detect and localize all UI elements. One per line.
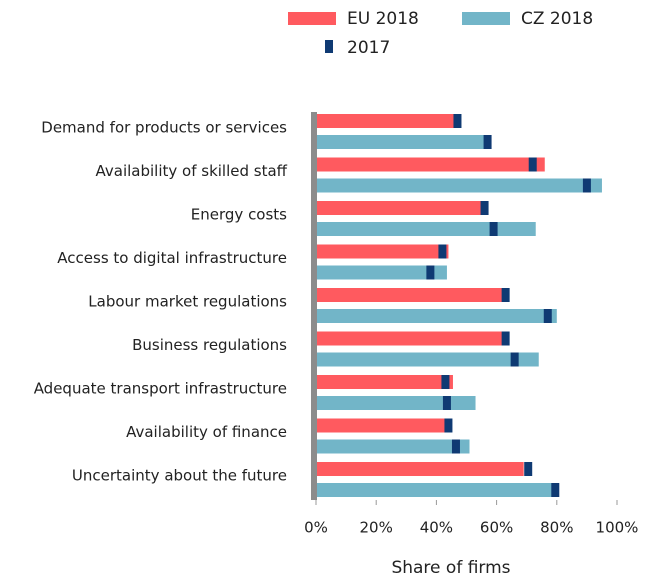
marker-2017 (524, 462, 533, 476)
bar (316, 462, 524, 476)
legend-label: 2017 (347, 38, 390, 58)
marker-2017 (480, 201, 489, 215)
bar (316, 483, 557, 497)
marker-2017 (528, 157, 537, 172)
bar (316, 178, 602, 193)
y-tick-label: Energy costs (191, 206, 287, 224)
bar (316, 309, 557, 323)
marker-2017 (442, 396, 451, 410)
bar (316, 157, 545, 172)
x-tick-label: 60% (480, 519, 513, 537)
legend-swatch (325, 40, 333, 53)
legend-label: EU 2018 (347, 9, 419, 29)
marker-2017 (441, 375, 450, 389)
bar (316, 439, 470, 454)
x-tick-label: 20% (360, 519, 393, 537)
marker-2017 (453, 114, 462, 128)
y-tick-label: Availability of skilled staff (96, 162, 288, 180)
x-tick-label: 0% (304, 519, 328, 537)
y-tick-label: Demand for products or services (41, 119, 287, 137)
bar (316, 288, 503, 302)
marker-2017 (501, 331, 510, 346)
marker-2017 (543, 309, 552, 323)
bar (316, 114, 455, 128)
y-tick-label: Access to digital infrastructure (57, 249, 287, 267)
y-tick-label: Uncertainty about the future (72, 467, 287, 485)
marker-2017 (489, 222, 498, 236)
y-axis (311, 112, 317, 500)
bar (316, 352, 539, 367)
legend-label: CZ 2018 (521, 9, 593, 29)
bar (316, 201, 488, 215)
x-axis-title: Share of firms (391, 558, 510, 578)
y-tick-label: Business regulations (132, 336, 287, 354)
marker-2017 (483, 135, 492, 149)
bar (316, 375, 453, 389)
bar (316, 331, 503, 346)
marker-2017 (510, 352, 519, 367)
marker-2017 (444, 418, 453, 433)
legend-swatch (288, 12, 336, 25)
bar (316, 418, 452, 433)
marker-2017 (551, 483, 560, 497)
bar (316, 396, 476, 410)
x-tick-label: 80% (540, 519, 573, 537)
bar (316, 222, 536, 236)
marker-2017 (438, 244, 447, 259)
marker-2017 (501, 288, 510, 302)
y-tick-label: Adequate transport infrastructure (34, 380, 287, 398)
marker-2017 (582, 178, 591, 193)
bar (316, 135, 491, 149)
x-tick-label: 40% (420, 519, 453, 537)
marker-2017 (451, 439, 460, 454)
y-tick-label: Availability of finance (126, 423, 287, 441)
legend-swatch (462, 12, 510, 25)
marker-2017 (426, 265, 435, 280)
bar (316, 265, 447, 280)
bar (316, 244, 449, 259)
y-tick-label: Labour market regulations (88, 293, 287, 311)
x-tick-label: 100% (596, 519, 639, 537)
